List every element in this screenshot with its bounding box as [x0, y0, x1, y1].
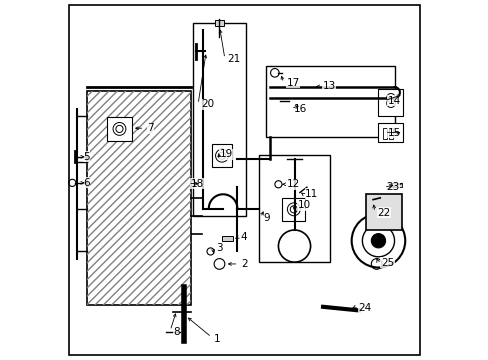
Text: 1: 1: [214, 334, 220, 344]
Text: 24: 24: [357, 303, 370, 313]
Text: 21: 21: [227, 54, 241, 64]
Text: 23: 23: [386, 182, 399, 192]
Text: 6: 6: [83, 178, 89, 188]
Text: 14: 14: [386, 96, 400, 106]
Text: 25: 25: [380, 258, 393, 268]
Bar: [215, 20, 224, 26]
Bar: [388, 128, 393, 139]
Bar: [378, 89, 403, 116]
Bar: [87, 91, 190, 305]
Bar: [192, 23, 246, 216]
Text: 18: 18: [190, 179, 204, 189]
Bar: [365, 194, 401, 230]
Bar: [212, 144, 231, 167]
Text: 20: 20: [201, 99, 214, 109]
Text: 19: 19: [219, 149, 232, 159]
Circle shape: [370, 234, 385, 248]
Text: 15: 15: [386, 128, 400, 138]
Bar: [382, 128, 386, 139]
Bar: [87, 91, 190, 305]
Text: 10: 10: [297, 200, 310, 210]
Text: 2: 2: [241, 259, 247, 269]
Bar: [265, 66, 394, 137]
Text: 4: 4: [241, 232, 247, 242]
Text: 8: 8: [173, 327, 179, 337]
Text: 11: 11: [305, 189, 318, 199]
Text: 12: 12: [286, 179, 299, 189]
Text: 13: 13: [322, 81, 335, 91]
Text: 3: 3: [216, 243, 222, 253]
Text: 7: 7: [147, 123, 154, 133]
Bar: [107, 117, 132, 141]
Bar: [378, 123, 403, 143]
Text: 9: 9: [263, 213, 269, 223]
Bar: [222, 236, 232, 242]
Bar: [258, 155, 329, 262]
Bar: [388, 183, 401, 187]
Text: 5: 5: [83, 152, 89, 162]
Text: 22: 22: [377, 208, 390, 218]
Text: 17: 17: [286, 78, 299, 88]
Text: 16: 16: [293, 104, 306, 113]
Bar: [282, 198, 305, 221]
